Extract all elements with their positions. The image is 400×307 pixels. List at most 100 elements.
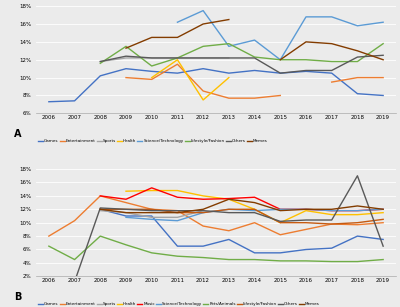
Entertainment (124, 76, 128, 80)
Games (329, 71, 334, 75)
Games (98, 208, 103, 211)
Lifestyle/Fashion (124, 45, 128, 48)
Memes (149, 211, 154, 215)
Health (175, 189, 180, 192)
Line: Lifestyle/Fashion: Lifestyle/Fashion (100, 44, 383, 66)
Games (149, 214, 154, 218)
Others (98, 60, 103, 63)
Health (329, 213, 334, 216)
Lifestyle/Fashion (175, 211, 180, 215)
Entertainment (72, 219, 77, 223)
Memes (175, 211, 180, 215)
Music (381, 208, 386, 211)
Lifestyle/Fashion (381, 217, 386, 221)
Entertainment (278, 233, 283, 237)
Games (381, 94, 386, 97)
Games (124, 214, 128, 218)
Science/Technology (252, 209, 257, 212)
Sports (201, 56, 206, 60)
Memes (381, 208, 386, 211)
Others (226, 211, 231, 215)
Science/Technology (355, 209, 360, 212)
Science/Technology (252, 38, 257, 42)
Entertainment (226, 96, 231, 100)
Entertainment (201, 224, 206, 228)
Lifestyle/Fashion (278, 58, 283, 62)
Memes (175, 36, 180, 39)
Entertainment (149, 208, 154, 211)
Others (304, 69, 308, 72)
Memes (98, 208, 103, 211)
Sports (98, 209, 103, 212)
Others (98, 206, 103, 210)
Others (201, 56, 206, 60)
Games (252, 69, 257, 72)
Line: Health: Health (152, 60, 229, 100)
Others (201, 209, 206, 212)
Science/Technology (329, 209, 334, 212)
Pets/Animals (98, 234, 103, 238)
Lifestyle/Fashion (355, 221, 360, 224)
Health (304, 209, 308, 212)
Others (381, 244, 386, 248)
Lifestyle/Fashion (98, 208, 103, 211)
Music (304, 208, 308, 211)
Entertainment (252, 96, 257, 100)
Sports (201, 209, 206, 212)
Line: Science/Technology: Science/Technology (178, 11, 383, 60)
Music (201, 197, 206, 201)
Sports (149, 56, 154, 60)
Games (175, 244, 180, 248)
Games (381, 238, 386, 241)
Sports (149, 216, 154, 219)
Line: Games: Games (100, 209, 383, 253)
Music (98, 194, 103, 198)
Others (175, 56, 180, 60)
Lifestyle/Fashion (304, 58, 308, 62)
Health (149, 189, 154, 192)
Lifestyle/Fashion (201, 45, 206, 48)
Lifestyle/Fashion (329, 60, 334, 63)
Games (72, 99, 77, 103)
Health (149, 76, 154, 80)
Games (46, 100, 51, 103)
Others (381, 53, 386, 57)
Pets/Animals (149, 251, 154, 255)
Others (304, 218, 308, 222)
Line: Music: Music (100, 188, 383, 211)
Memes (252, 201, 257, 204)
Text: A: A (14, 130, 22, 139)
Sports (175, 216, 180, 219)
Science/Technology (329, 15, 334, 19)
Games (355, 234, 360, 238)
Games (252, 251, 257, 255)
Memes (124, 46, 128, 50)
Music (175, 195, 180, 199)
Memes (329, 208, 334, 211)
Entertainment (149, 78, 154, 81)
Entertainment (175, 62, 180, 66)
Lifestyle/Fashion (329, 222, 334, 226)
Others (278, 220, 283, 223)
Memes (124, 211, 128, 215)
Entertainment (304, 227, 308, 231)
Sports (124, 211, 128, 215)
Lifestyle/Fashion (201, 211, 206, 215)
Others (149, 209, 154, 212)
Music (252, 195, 257, 199)
Pets/Animals (72, 258, 77, 261)
Games (329, 246, 334, 250)
Others (72, 280, 77, 283)
Health (124, 189, 128, 193)
Games (175, 71, 180, 75)
Line: Others: Others (74, 176, 383, 282)
Games (124, 67, 128, 71)
Games (355, 92, 360, 95)
Pets/Animals (175, 255, 180, 258)
Sports (226, 56, 231, 60)
Entertainment (175, 209, 180, 212)
Health (201, 194, 206, 198)
Others (226, 56, 231, 60)
Games (201, 67, 206, 71)
Lifestyle/Fashion (149, 64, 154, 68)
